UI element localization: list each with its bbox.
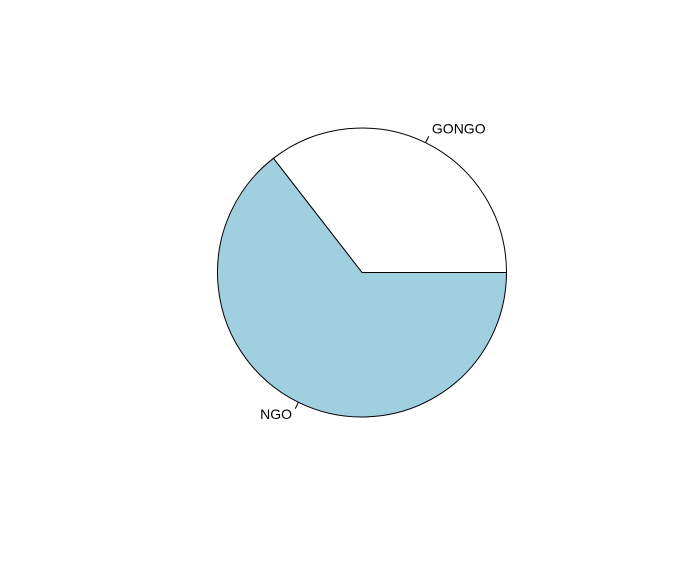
- slice-label-gongo: GONGO: [432, 120, 486, 136]
- pie-slice-gongo: [272, 127, 508, 273]
- slice-label-ngo: NGO: [260, 406, 292, 422]
- pie-slice-ngo: [217, 157, 508, 418]
- label-ticks: [294, 136, 430, 409]
- slice-labels: GONGO NGO: [260, 120, 486, 421]
- label-tick-ngo: [294, 402, 299, 409]
- label-tick-gongo: [425, 136, 430, 143]
- pie-slices: [217, 127, 508, 418]
